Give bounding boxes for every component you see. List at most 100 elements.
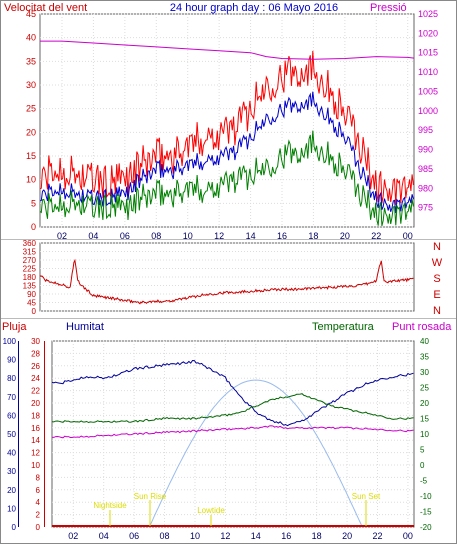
pressure-tick-1020: 1020 (418, 28, 438, 38)
hour-tick-label-16: 16 (281, 531, 291, 541)
pressure-ticks: 975 980 985 990 995 1000 1005 1010 1015 1020 1025 (418, 9, 438, 213)
temperature-line (51, 393, 414, 424)
direction-line (39, 258, 414, 305)
lowtide-annotation: Lowtide (197, 506, 225, 515)
rain-tick-2: 2 (36, 511, 41, 520)
humidity-label: Humitat (66, 321, 104, 333)
rain-tick-4: 4 (36, 498, 41, 507)
direction-tick-0: 0 (32, 307, 37, 316)
temperature-tick-20: 20 (420, 399, 429, 408)
nightside-annotation: Nightside (93, 501, 127, 510)
gust-line (39, 50, 414, 205)
pressure-tick-1010: 1010 (418, 67, 438, 77)
hour-tick-label-12: 12 (220, 531, 230, 541)
humidity-tick-80: 80 (7, 374, 16, 383)
rain-tick-28: 28 (31, 349, 40, 358)
wind-speed-tick-20: 20 (26, 127, 36, 137)
hour-tick-label-00: 00 (403, 531, 413, 541)
humidity-tick-90: 90 (7, 356, 16, 365)
direction-tick-270: 270 (23, 256, 37, 265)
direction-tick-315: 315 (23, 248, 37, 257)
hour-tick-label-10: 10 (183, 231, 193, 241)
climate-hour-ticks: 02 04 06 08 10 12 14 16 18 20 22 00 (68, 531, 413, 541)
climate-plot-area (51, 340, 415, 528)
hour-tick-label-02: 02 (68, 531, 78, 541)
hour-tick-label-06: 06 (120, 231, 130, 241)
hour-tick-label-22: 22 (371, 231, 381, 241)
pressure-tick-975: 975 (418, 203, 433, 213)
pressure-tick-1000: 1000 (418, 106, 438, 116)
hour-tick-label-08: 08 (160, 531, 170, 541)
chart-title: 24 hour graph day : 06 Mayo 2016 (170, 2, 338, 14)
rain-tick-22: 22 (31, 387, 40, 396)
humidity-tick-0: 0 (12, 523, 17, 532)
temperature-tick--10: -10 (420, 492, 432, 501)
rain-tick-30: 30 (31, 337, 40, 346)
compass-letter-north-2: N (433, 305, 441, 317)
compass-letter-east: E (433, 289, 440, 301)
wind-hour-ticks: 02 04 06 08 10 12 14 16 18 20 22 00 (57, 231, 413, 241)
pressure-tick-1015: 1015 (418, 48, 438, 58)
wind-speed-tick-0: 0 (31, 222, 36, 232)
temperature-ticks: -20 -15 -10 -5 0 5 10 15 20 25 30 35 40 (420, 337, 432, 532)
hour-tick-label-14: 14 (251, 531, 261, 541)
humidity-tick-20: 20 (7, 486, 16, 495)
hour-tick-label-02: 02 (57, 231, 67, 241)
humidity-tick-60: 60 (7, 411, 16, 420)
wind_avg-line (39, 91, 414, 214)
hour-tick-label-10: 10 (190, 531, 200, 541)
pressure-tick-1005: 1005 (418, 86, 438, 96)
direction-tick-45: 45 (27, 299, 36, 308)
temperature-tick-0: 0 (420, 461, 425, 470)
hour-tick-label-18: 18 (308, 231, 318, 241)
humidity-line (51, 359, 414, 427)
wind-speed-tick-35: 35 (26, 56, 36, 66)
rain-tick-26: 26 (31, 362, 40, 371)
rain-label: Pluja (2, 321, 27, 333)
temperature-tick-10: 10 (420, 430, 429, 439)
pressure-tick-1025: 1025 (418, 9, 438, 19)
temperature-tick--20: -20 (420, 523, 432, 532)
pressure-tick-990: 990 (418, 145, 433, 155)
wind-speed-tick-40: 40 (26, 33, 36, 43)
hour-tick-label-04: 04 (99, 531, 109, 541)
rain-tick-24: 24 (31, 374, 40, 383)
temperature-tick--5: -5 (420, 477, 428, 486)
wind-speed-tick-45: 45 (26, 9, 36, 19)
rain-tick-8: 8 (36, 473, 41, 482)
hour-tick-label-18: 18 (312, 531, 322, 541)
hour-tick-label-22: 22 (372, 531, 382, 541)
direction-tick-90: 90 (27, 290, 36, 299)
pressure-label: Pressió (370, 2, 407, 14)
humidity-tick-70: 70 (7, 393, 16, 402)
temperature-tick-40: 40 (420, 337, 429, 346)
compass-letter-north: N (433, 241, 441, 253)
direction-tick-135: 135 (23, 282, 37, 291)
sunrise-annotation: Sun Rise (134, 492, 167, 501)
hour-tick-label-08: 08 (151, 231, 161, 241)
rain-tick-12: 12 (31, 449, 40, 458)
rain-tick-0: 0 (36, 523, 41, 532)
wind-speed-label: Velocitat del vent (4, 2, 87, 14)
pressure-line (40, 40, 415, 60)
dewpoint-line (51, 425, 414, 439)
temperature-tick-30: 30 (420, 368, 429, 377)
solar-radiation-curve (148, 379, 363, 528)
wind-speed-tick-30: 30 (26, 80, 36, 90)
temperature-tick-35: 35 (420, 353, 429, 362)
humidity-tick-40: 40 (7, 449, 16, 458)
wind-series (39, 40, 415, 227)
humidity-tick-100: 100 (3, 337, 17, 346)
temperature-tick-5: 5 (420, 446, 425, 455)
hour-tick-label-14: 14 (246, 231, 256, 241)
rain-tick-6: 6 (36, 486, 41, 495)
humidity-ticks: 0 10 20 30 40 50 60 70 80 90 100 (3, 337, 17, 532)
pressure-tick-995: 995 (418, 125, 433, 135)
pressure-tick-980: 980 (418, 183, 433, 193)
